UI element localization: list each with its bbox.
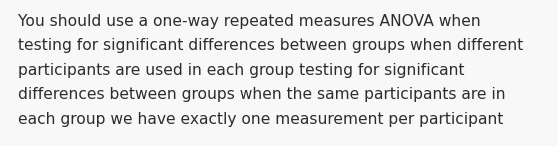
- Text: differences between groups when the same participants are in: differences between groups when the same…: [18, 87, 506, 102]
- Text: You should use a one-way repeated measures ANOVA when: You should use a one-way repeated measur…: [18, 14, 481, 29]
- Text: participants are used in each group testing for significant: participants are used in each group test…: [18, 63, 464, 78]
- Text: each group we have exactly one measurement per participant: each group we have exactly one measureme…: [18, 112, 503, 127]
- Text: testing for significant differences between groups when different: testing for significant differences betw…: [18, 39, 523, 53]
